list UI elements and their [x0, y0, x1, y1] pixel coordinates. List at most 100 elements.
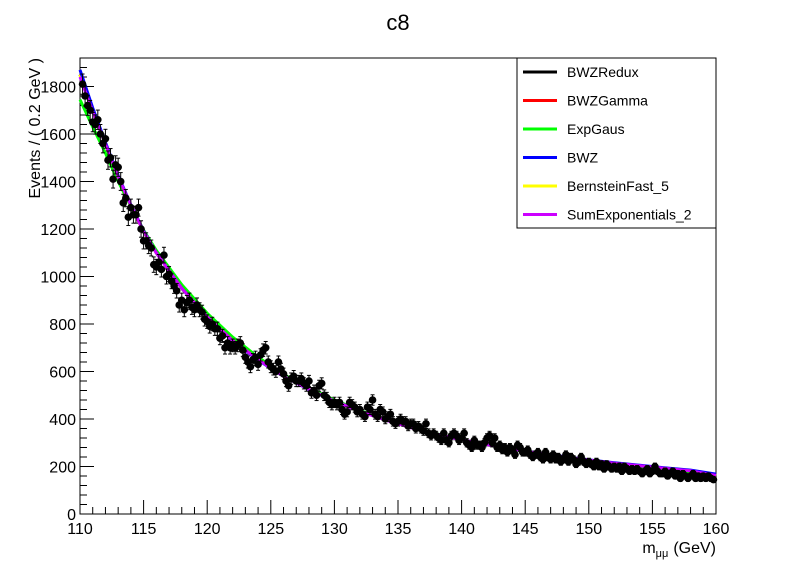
data-marker	[157, 265, 166, 274]
y-tick-label: 1800	[40, 80, 76, 97]
y-axis: 0 200 400 600 800 1000 1200 1400 1600 1800	[40, 57, 94, 524]
data-point	[116, 172, 125, 191]
legend-box	[516, 57, 717, 229]
y-tick-label: 0	[67, 507, 76, 524]
legend-label: ExpGaus	[567, 121, 625, 137]
data-point	[709, 475, 718, 484]
data-point	[445, 438, 453, 448]
y-tick-label: 400	[49, 412, 76, 429]
data-marker	[101, 134, 110, 143]
x-tick-label: 135	[385, 521, 412, 538]
data-point	[160, 246, 168, 264]
legend-label: BernsteinFast_5	[567, 178, 669, 194]
data-marker	[343, 408, 351, 416]
x-axis-label-main: m	[642, 540, 655, 557]
data-point	[368, 394, 377, 406]
data-point	[305, 374, 313, 388]
data-point	[317, 377, 326, 390]
x-axis-label-sub: μμ	[656, 548, 669, 560]
data-marker	[386, 410, 395, 419]
data-point	[312, 389, 321, 402]
x-tick-label: 115	[131, 521, 157, 538]
x-tick-label: 145	[512, 521, 539, 538]
data-marker	[511, 450, 519, 459]
data-marker	[709, 475, 718, 484]
data-marker	[236, 339, 245, 347]
data-marker	[94, 115, 102, 124]
data-marker	[172, 286, 181, 295]
data-marker	[198, 308, 206, 316]
data-marker	[368, 396, 377, 404]
data-marker	[422, 419, 430, 428]
data-marker	[490, 434, 499, 442]
legend-label: BWZ	[567, 150, 599, 166]
data-marker	[160, 251, 168, 259]
legend-label: SumExponentials_2	[567, 207, 692, 223]
x-tick-label: 155	[639, 521, 666, 538]
data-marker	[180, 305, 189, 314]
data-marker	[439, 429, 448, 438]
data-marker	[246, 362, 255, 371]
x-axis: 110 115 120 125 130 135 140 145 150 155 160	[67, 500, 729, 538]
data-point	[109, 169, 117, 189]
legend-label: BWZGamma	[567, 93, 648, 109]
y-tick-label: 1000	[40, 270, 76, 287]
data-point	[96, 124, 105, 144]
data-point	[157, 261, 166, 278]
x-tick-label: 160	[703, 521, 730, 538]
data-marker	[254, 360, 262, 369]
data-points	[78, 73, 718, 484]
data-marker	[361, 412, 369, 421]
data-marker	[261, 343, 270, 352]
data-marker	[155, 258, 163, 267]
data-marker	[134, 203, 143, 212]
y-tick-label: 200	[49, 460, 76, 477]
y-tick-label: 800	[49, 317, 76, 334]
data-marker	[305, 377, 313, 385]
x-tick-label: 120	[194, 521, 221, 538]
data-marker	[239, 346, 247, 354]
data-marker	[317, 379, 326, 388]
data-marker	[109, 175, 117, 183]
data-marker	[147, 244, 156, 252]
x-axis-label-unit: (GeV)	[673, 540, 716, 557]
data-point	[386, 408, 395, 420]
data-point	[236, 336, 245, 350]
y-tick-label: 600	[49, 365, 76, 382]
x-tick-label: 125	[257, 521, 284, 538]
data-marker	[366, 405, 374, 414]
data-marker	[460, 429, 468, 438]
data-point	[106, 148, 115, 168]
data-point	[81, 85, 89, 107]
x-tick-label: 150	[575, 521, 602, 538]
data-marker	[116, 177, 125, 186]
data-point	[343, 406, 351, 418]
data-point	[114, 157, 122, 177]
data-point	[261, 340, 270, 355]
data-marker	[218, 332, 227, 340]
data-marker	[81, 92, 89, 100]
data-point	[239, 343, 247, 357]
data-point	[94, 109, 102, 130]
data-marker	[185, 296, 194, 305]
data-marker	[127, 203, 135, 212]
data-point	[147, 239, 156, 257]
data-point	[134, 198, 143, 217]
data-marker	[445, 438, 453, 447]
data-marker	[165, 270, 173, 278]
chart-title: c8	[386, 10, 409, 35]
y-axis-label: Events / ( 0.2 GeV )	[27, 58, 44, 199]
data-point	[460, 428, 468, 439]
data-marker	[96, 130, 105, 138]
data-point	[422, 418, 430, 429]
data-point	[361, 411, 369, 422]
y-tick-label: 1200	[40, 222, 76, 239]
data-marker	[312, 391, 321, 400]
data-marker	[121, 194, 130, 202]
y-tick-label: 1600	[40, 127, 76, 144]
data-point	[218, 328, 227, 343]
data-point	[213, 321, 222, 336]
data-marker	[137, 225, 145, 233]
data-point	[137, 220, 145, 238]
data-marker	[114, 163, 122, 172]
